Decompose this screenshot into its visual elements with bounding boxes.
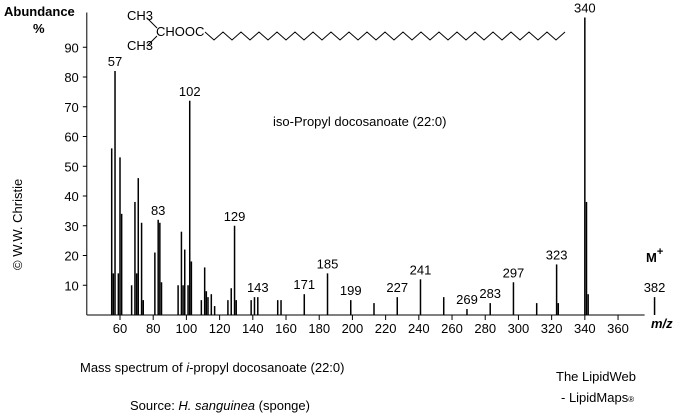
peak-label: 171 xyxy=(293,277,315,292)
peak-label: 269 xyxy=(456,292,478,307)
source-species: H. sanguinea xyxy=(178,398,255,413)
x-tick-label: 260 xyxy=(441,321,463,336)
y-tick-label: 30 xyxy=(64,219,78,234)
brand: - LipidMaps® xyxy=(561,390,634,405)
peak-label: 102 xyxy=(179,84,201,99)
structure-bottom: CH3 xyxy=(127,38,153,53)
x-tick-label: 180 xyxy=(308,321,330,336)
y-label-unit: % xyxy=(33,21,45,36)
brand: The LipidWeb xyxy=(556,369,636,384)
x-tick-label: 100 xyxy=(176,321,198,336)
structure-top: CH3 xyxy=(127,8,153,23)
y-tick-label: 90 xyxy=(64,40,78,55)
x-tick-label: 220 xyxy=(375,321,397,336)
x-tick-label: 240 xyxy=(408,321,430,336)
y-tick-label: 20 xyxy=(64,249,78,264)
source-label: Source: xyxy=(130,398,178,413)
ion-m: M xyxy=(646,250,657,265)
bond xyxy=(146,35,158,47)
y-tick-label: 50 xyxy=(64,159,78,174)
y-tick-label: 80 xyxy=(64,70,78,85)
chart-title: iso-Propyl docosanoate (22:0) xyxy=(273,114,446,129)
y-tick-label: 10 xyxy=(64,278,78,293)
structure: CH3 CHOOC CH3 xyxy=(127,8,566,53)
x-label: m/z xyxy=(651,316,673,331)
peak-label: 185 xyxy=(317,256,339,271)
peak-label: 340 xyxy=(574,1,596,16)
peak-label: 83 xyxy=(151,203,165,218)
structure-middle: CHOOC xyxy=(156,24,204,39)
caption-italic: i xyxy=(186,360,190,375)
chain xyxy=(204,31,566,41)
peak-label: 382 xyxy=(644,280,666,295)
copyright: © W.W. Christie xyxy=(10,179,25,270)
brand-mark: ® xyxy=(628,395,634,404)
x-tick-label: 320 xyxy=(541,321,563,336)
y-tick-label: 40 xyxy=(64,189,78,204)
source-note: (sponge) xyxy=(255,398,310,413)
x-tick-label: 200 xyxy=(342,321,364,336)
x-tick-label: 60 xyxy=(113,321,127,336)
x-tick-label: 80 xyxy=(146,321,160,336)
x-tick-label: 160 xyxy=(275,321,297,336)
peak-label: 199 xyxy=(340,283,362,298)
y-tick-label: 70 xyxy=(64,100,78,115)
caption-text: Mass spectrum of xyxy=(80,360,186,375)
ion-charge: + xyxy=(657,246,663,258)
x-tick-label: 340 xyxy=(574,321,596,336)
x-tick-label: 280 xyxy=(474,321,496,336)
peak-label: 283 xyxy=(479,286,501,301)
x-tick-label: 120 xyxy=(209,321,231,336)
peak-label: 57 xyxy=(108,54,122,69)
peak-label: 227 xyxy=(386,280,408,295)
caption: Mass spectrum of i-propyl docosanoate (2… xyxy=(80,360,344,375)
brand-text: - LipidMaps xyxy=(561,390,629,405)
bond xyxy=(146,17,158,29)
peak-label: 143 xyxy=(247,280,269,295)
ion-label: M+ xyxy=(646,246,663,265)
y-tick-label: 60 xyxy=(64,130,78,145)
peak-label: 297 xyxy=(503,265,525,280)
peak-label: 129 xyxy=(224,209,246,224)
x-tick-label: 300 xyxy=(508,321,530,336)
peak-label: 241 xyxy=(410,262,432,277)
source: Source: H. sanguinea (sponge) xyxy=(130,398,310,413)
x-tick-label: 360 xyxy=(607,321,629,336)
caption-text: -propyl docosanoate (22:0) xyxy=(189,360,344,375)
peak-label: 323 xyxy=(546,247,568,262)
x-tick-label: 140 xyxy=(242,321,264,336)
y-label: Abundance xyxy=(4,4,75,19)
